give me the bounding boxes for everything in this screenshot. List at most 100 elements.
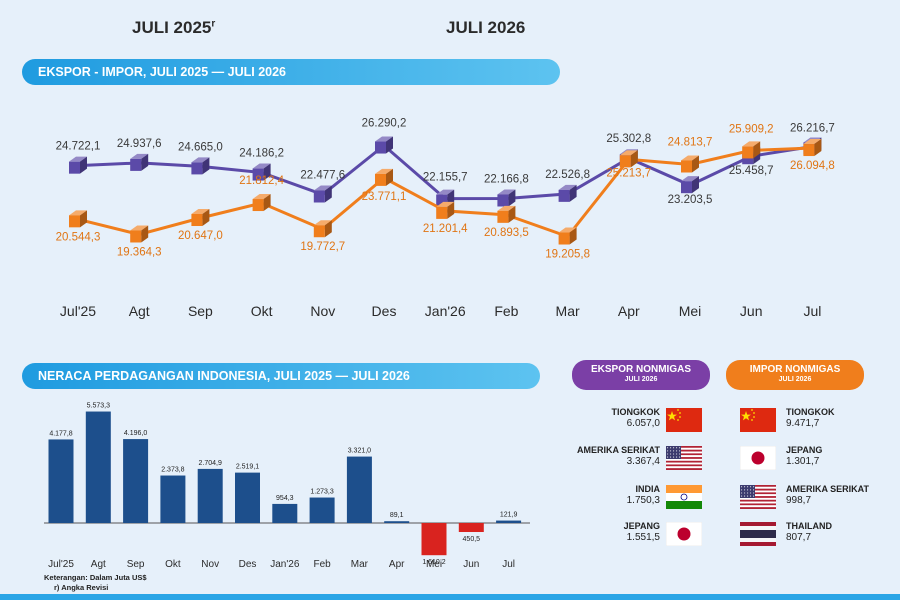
x-tick-label: Feb	[313, 559, 331, 570]
bar	[384, 521, 410, 523]
bar-value-label: 954,3	[276, 495, 294, 502]
usa-flag-icon	[666, 446, 702, 470]
x-tick-label: Mar	[351, 559, 369, 570]
bar	[309, 497, 335, 523]
series-0-data-label: 24.665,0	[178, 141, 223, 153]
bar-value-label: 2.373,8	[161, 467, 184, 474]
country-value: 998,7	[786, 495, 812, 506]
bar	[85, 411, 111, 523]
series-0-data-label: 26.290,2	[362, 118, 407, 130]
ekspor-nonmigas-header: EKSPOR NONMIGAS JULI 2026	[572, 360, 710, 390]
country-name: THAILAND	[786, 521, 832, 531]
series-1-point	[313, 220, 332, 238]
series-1-data-label: 24.813,7	[668, 136, 713, 148]
x-tick-label: Mei	[426, 559, 442, 570]
series-0-data-label: 22.526,8	[545, 169, 590, 181]
x-tick-label: Feb	[494, 303, 518, 319]
bar	[272, 503, 298, 523]
series-1-point	[681, 155, 699, 173]
revision-mark: r	[211, 18, 216, 30]
bar	[496, 520, 522, 523]
x-tick-label: Apr	[618, 303, 640, 319]
series-1-data-label: 19.772,7	[300, 241, 345, 253]
chart1-banner: EKSPOR - IMPOR, JULI 2025 — JULI 2026	[22, 59, 560, 85]
country-value: 1.301,7	[786, 456, 820, 467]
trade-balance-bar-chart: 4.177,8 5.573,3 4.196,0 2.373,8 2.704,9 2.519…	[44, 403, 530, 570]
series-0-data-label: 22.477,6	[300, 169, 345, 181]
x-tick-label: Des	[372, 303, 397, 319]
country-name: AMERIKA SERIKAT	[577, 445, 660, 455]
chart2-banner: NERACA PERDAGANGAN INDONESIA, JULI 2025 …	[22, 363, 540, 389]
country-name: TIONGKOK	[611, 407, 661, 417]
bar	[235, 472, 260, 523]
country-value: 9.471,7	[786, 418, 820, 429]
bar	[123, 439, 149, 523]
bar-value-label: 4.196,0	[124, 430, 147, 437]
series-0-data-label: 25.302,8	[606, 133, 651, 145]
bar-value-label: 2.519,1	[236, 464, 259, 471]
thailand-flag-icon	[740, 522, 776, 546]
series-1-point	[375, 168, 393, 186]
x-tick-label: Mei	[679, 303, 702, 319]
series-1-point	[619, 150, 638, 168]
series-1-point	[803, 139, 822, 157]
series-0-point	[375, 136, 393, 154]
series-0-data-label: 24.186,2	[239, 148, 284, 160]
impor-nonmigas-title: IMPOR NONMIGAS	[749, 364, 841, 375]
country-name: JEPANG	[786, 445, 823, 455]
bar	[346, 456, 372, 523]
ekspor-nonmigas-subtitle: JULI 2026	[624, 376, 658, 383]
series-1-point	[558, 227, 577, 245]
series-1-point	[69, 210, 87, 228]
series-1-point	[252, 194, 271, 212]
x-tick-label: Jul'25	[48, 559, 74, 570]
series-0-data-label: 25.458,7	[729, 165, 774, 177]
bar-value-label: 4.177,8	[49, 430, 72, 437]
series-0-point	[69, 156, 87, 174]
china-flag-icon	[740, 408, 776, 432]
bar-value-label: 2.704,9	[199, 460, 222, 467]
series-0-point	[558, 184, 577, 202]
bar	[197, 468, 223, 523]
footnote-revision: r) Angka Revisi	[54, 583, 109, 592]
series-1-data-label: 20.647,0	[178, 230, 223, 242]
series-1-data-label: 21.201,4	[423, 223, 468, 235]
series-0-point	[191, 157, 210, 175]
x-tick-label: Jul	[803, 303, 821, 319]
series-0-data-label: 22.155,7	[423, 172, 468, 184]
header-left-title: JULI 2025r	[132, 18, 216, 37]
x-tick-label: Nov	[201, 559, 219, 570]
series-0-data-label: 26.216,7	[790, 122, 835, 134]
x-tick-label: Jul	[502, 559, 515, 570]
series-0-point	[497, 189, 516, 207]
japan-flag-icon	[665, 521, 703, 547]
series-1-point	[191, 209, 210, 227]
header-right-title: JULI 2026	[446, 18, 526, 37]
series-0-data-label: 22.166,8	[484, 173, 529, 185]
series-1-data-label: 19.205,8	[545, 249, 590, 261]
china-flag-icon	[666, 408, 702, 432]
country-value: 1.750,3	[626, 495, 660, 506]
x-tick-label: Okt	[165, 559, 181, 570]
x-tick-label: Mar	[556, 303, 580, 319]
series-1-data-label: 25.909,2	[729, 123, 774, 135]
series-1-data-label: 20.893,5	[484, 227, 529, 239]
bar-value-label: 1.610,2	[422, 559, 445, 566]
series-1-data-label: 19.364,3	[117, 246, 162, 258]
bar	[160, 475, 186, 523]
country-name: INDIA	[635, 484, 661, 494]
bar-value-label: 3.321,0	[348, 448, 371, 455]
country-value: 3.367,4	[626, 456, 660, 467]
x-tick-label: Sep	[188, 303, 213, 319]
series-1-data-label: 21.812,4	[239, 175, 284, 187]
india-flag-icon	[666, 485, 702, 509]
bar-value-label: 450,5	[463, 536, 481, 543]
x-tick-label: Des	[239, 559, 257, 570]
bar-value-label: 121,9	[500, 512, 518, 519]
x-tick-label: Sep	[127, 559, 145, 570]
country-name: AMERIKA SERIKAT	[786, 484, 869, 494]
x-tick-label: Jul'25	[60, 303, 96, 319]
country-value: 807,7	[786, 532, 812, 543]
impor-nonmigas-header: IMPOR NONMIGAS JULI 2026	[726, 360, 864, 390]
bar	[421, 523, 447, 556]
